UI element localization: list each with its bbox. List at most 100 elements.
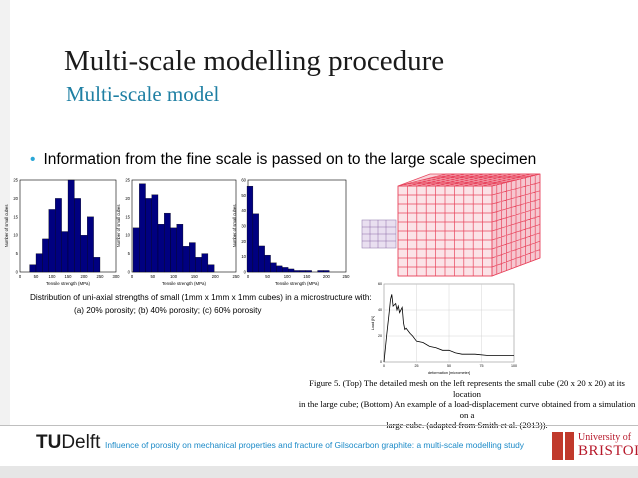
y-axis-label: Number of small cubes [4,205,9,248]
x-axis-label: Tensile strength (MPa) [162,281,206,286]
histogram-bar [276,265,283,273]
x-axis-label: Tensile strength (MPa) [46,281,90,286]
y-tick-label: 5 [16,251,19,256]
y-tick-label: 60 [378,282,382,286]
histogram-a: 0 50 100 150 200 250 300 0 5 10 15 20 25 Tensile stre… [4,178,120,288]
histogram-bar [264,254,271,273]
figure5-caption: Figure 5. (Top) The detailed mesh on the… [298,378,636,430]
histogram-bar [80,235,88,273]
histogram-bar [317,270,324,273]
x-tick-label: 0 [247,274,250,279]
histogram-bar [61,231,69,273]
slide-left-band [0,0,10,425]
small-cube-mesh [361,219,397,249]
x-tick-label: 250 [343,274,351,279]
tu-delft-logo-delft: Delft [61,432,101,453]
x-tick-label: 150 [303,274,311,279]
histogram-bar [48,209,56,273]
histogram-bar [55,198,62,273]
y-tick-label: 25 [125,178,130,183]
histogram-bar [189,242,196,273]
y-tick-label: 0 [380,360,382,364]
y-tick-label: 5 [128,251,131,256]
x-tick-label: 50 [265,274,270,279]
x-tick-label: 250 [233,274,241,279]
y-tick-label: 50 [241,193,246,198]
histogram-c: 0 50 100 150 200 250 0 10 20 30 40 50 60 Tensile stre… [232,178,350,288]
bristol-crest-icon [552,432,574,460]
histogram-b: 0 50 100 150 200 250 0 5 10 15 20 25 Tensile strengt… [116,178,240,288]
bullet-text: Information from the fine scale is passe… [43,151,537,168]
university-of-bristol-logo: University of BRISTOL [552,428,638,464]
y-axis-label: Load [N] [371,316,375,330]
histogram-a-plot: 0 50 100 150 200 250 300 0 5 10 15 20 25 Tensile stre… [4,178,121,286]
histogram-caption-line1: Distribution of uni-axial strengths of s… [30,293,372,302]
histogram-bar [132,227,140,273]
footer-bottom-band [0,466,638,478]
y-tick-label: 20 [13,196,18,201]
histogram-bar [42,238,49,273]
histogram-bar [293,270,301,273]
histogram-bar [74,198,81,273]
y-tick-label: 20 [378,334,382,338]
histogram-bar [145,198,152,273]
footer-title: Influence of porosity on mechanical prop… [105,440,524,450]
histogram-bar [139,183,146,273]
x-tick-label: 100 [170,274,178,279]
x-axis-label: Tensile strength (MPa) [275,281,319,286]
x-tick-label: 150 [191,274,199,279]
tu-delft-logo: TUDelft [36,432,100,454]
histogram-bar [29,264,37,273]
histogram-bar [258,245,265,273]
y-tick-label: 60 [241,178,246,183]
histogram-bar [157,224,165,273]
y-tick-label: 40 [378,308,382,312]
cube-mesh-illustration [361,173,541,277]
y-tick-label: 20 [241,239,246,244]
histogram-bar [87,216,94,273]
y-tick-label: 0 [128,270,131,275]
bullet-dot-icon: • [30,151,36,168]
histogram-bar [35,253,43,273]
slide-title: Multi-scale modelling procedure [64,45,445,77]
histogram-bar [207,264,215,273]
histogram-bar [252,213,259,273]
histogram-bar [201,253,209,273]
x-tick-label: 150 [65,274,73,279]
x-tick-label: 50 [150,274,155,279]
x-axis-label: deformation [micrometer] [428,371,470,375]
histogram-bar [282,267,289,273]
load-displacement-figure: 0 25 50 75 100 0 20 40 60 deformation [micrometer… [370,280,520,381]
footer-divider [0,425,638,426]
x-tick-label: 100 [284,274,292,279]
load-curve-line [383,294,514,363]
x-tick-label: 200 [212,274,220,279]
bullet-item: • Information from the fine scale is pass… [30,150,536,170]
x-tick-label: 50 [447,364,451,368]
x-tick-label: 200 [323,274,331,279]
y-tick-label: 10 [241,254,246,259]
bristol-logo-line1: University of [578,432,632,443]
histogram-bar [288,268,295,273]
y-tick-label: 30 [241,224,246,229]
y-tick-label: 0 [244,270,247,275]
histogram-bar [176,224,184,273]
y-axis-label: Number of small cubes [116,205,121,248]
x-tick-label: 300 [113,274,121,279]
histogram-caption-line2: (a) 20% porosity; (b) 40% porosity; (c) … [74,306,262,315]
y-tick-label: 10 [13,233,18,238]
histogram-b-plot: 0 50 100 150 200 250 0 5 10 15 20 25 Tensile strengt… [116,178,241,286]
y-tick-label: 0 [16,270,19,275]
histogram-bar [299,270,306,273]
tu-delft-logo-tu: TU [36,432,62,453]
large-wireframe-cube [397,173,541,277]
histogram-bar [246,185,254,273]
y-tick-label: 25 [13,178,18,183]
bristol-logo-line2: BRISTOL [578,443,638,459]
x-tick-label: 100 [511,364,517,368]
slide-subtitle: Multi-scale model [66,82,220,106]
load-displacement-chart: 0 25 50 75 100 0 20 40 60 deformation [micrometer… [371,282,517,375]
x-tick-label: 75 [480,364,484,368]
x-tick-label: 100 [49,274,57,279]
x-tick-label: 50 [34,274,39,279]
